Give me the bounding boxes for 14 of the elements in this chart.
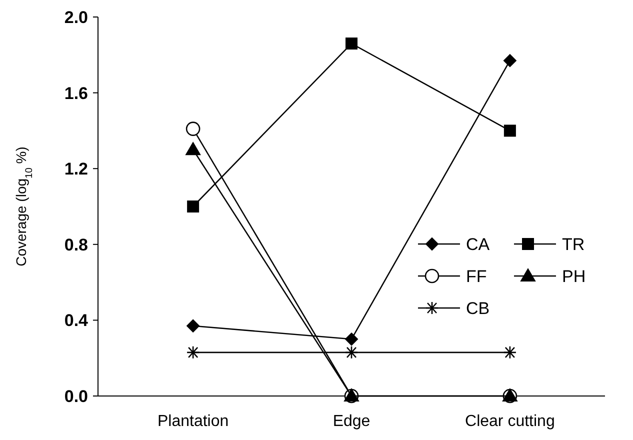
y-tick-label: 1.2 bbox=[64, 160, 88, 179]
legend-label: TR bbox=[562, 234, 585, 254]
x-tick-label: Edge bbox=[332, 413, 370, 430]
y-tick-label: 1.6 bbox=[64, 84, 88, 103]
y-tick-label: 0.4 bbox=[64, 311, 89, 330]
legend-label: CA bbox=[466, 234, 490, 254]
legend-label: PH bbox=[562, 266, 586, 286]
legend-label: FF bbox=[466, 266, 487, 286]
y-tick-label: 2.0 bbox=[64, 8, 88, 27]
x-tick-label: Clear cutting bbox=[465, 413, 555, 430]
x-tick-label: Plantation bbox=[157, 413, 229, 430]
y-tick-label: 0.8 bbox=[64, 235, 88, 254]
y-tick-label: 0.0 bbox=[64, 386, 88, 406]
legend-label: CB bbox=[466, 298, 490, 318]
